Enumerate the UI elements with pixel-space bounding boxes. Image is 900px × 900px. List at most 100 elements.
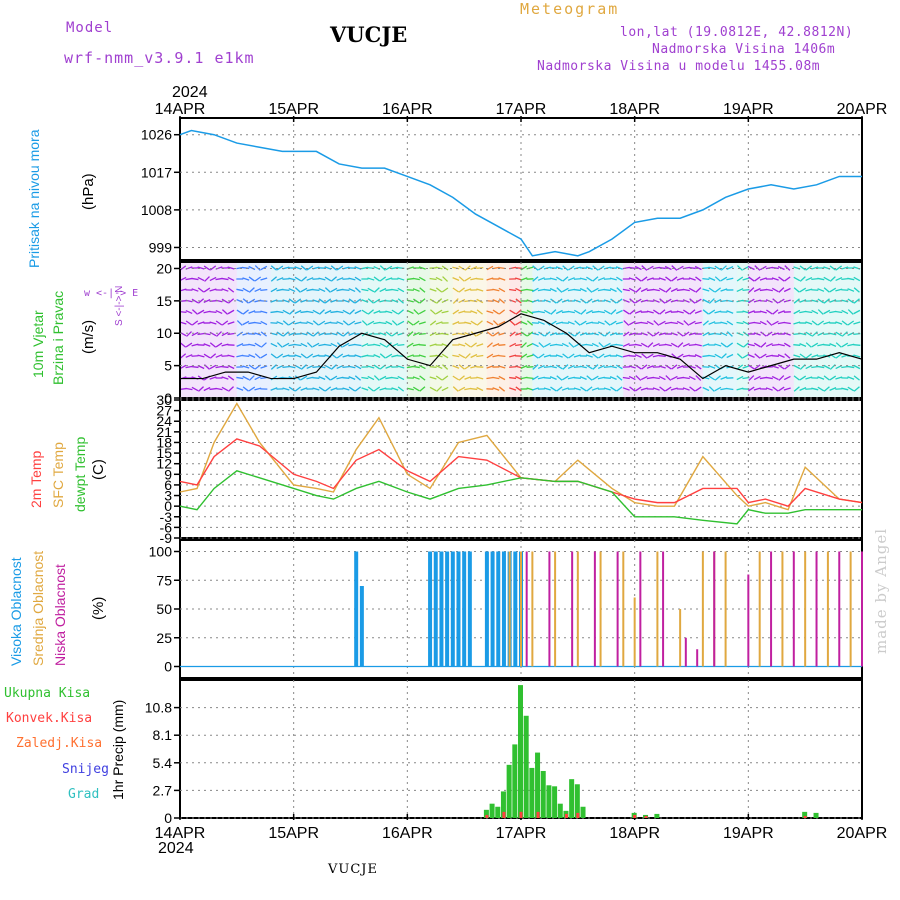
wind-arrow xyxy=(354,343,362,347)
wind-arrow xyxy=(799,332,807,336)
wind-arrow xyxy=(260,365,268,369)
wind-arrow xyxy=(227,386,235,392)
wind-arrow xyxy=(653,309,660,315)
wind-arrow xyxy=(585,321,593,325)
wind-arrow xyxy=(629,298,636,304)
wind-arrow xyxy=(783,321,791,325)
wind-arrow xyxy=(543,342,551,348)
precip-ytick-label: 0 xyxy=(164,810,172,826)
wind-arrow xyxy=(515,320,522,326)
wind-arrow xyxy=(555,354,563,358)
wind-arrow xyxy=(470,342,477,348)
wind-arrow xyxy=(664,298,672,304)
wind-arrow xyxy=(562,375,569,381)
precip-bar xyxy=(576,812,580,818)
wind-arrow xyxy=(336,353,344,359)
wind-arrow xyxy=(555,343,563,347)
wind-arrow xyxy=(702,309,710,315)
wind-arrow xyxy=(221,277,229,281)
wind-arrow xyxy=(615,321,623,325)
wind-arrow xyxy=(708,287,716,293)
wind-arrow xyxy=(492,299,500,303)
wind-arrow xyxy=(817,376,825,380)
wind-arrow xyxy=(720,342,728,348)
wind-arrow xyxy=(486,320,494,326)
wind-arrow xyxy=(622,342,630,348)
wind-arrow xyxy=(452,365,460,369)
wind-arrow xyxy=(276,310,284,314)
cloud-bar xyxy=(662,551,665,667)
wind-arrow xyxy=(688,266,696,270)
wind-arrow xyxy=(509,366,517,368)
wind-arrow xyxy=(676,353,684,359)
wind-arrow xyxy=(720,376,728,380)
wind-arrow xyxy=(312,354,320,358)
wind-arrow xyxy=(829,265,837,271)
wind-arrow xyxy=(385,277,393,281)
time-tick-label-bottom: 19APR xyxy=(723,825,774,842)
wind-arrow xyxy=(634,321,642,325)
wind-arrow xyxy=(486,365,494,369)
wind-arrow xyxy=(726,277,734,281)
precip-bar xyxy=(546,785,552,818)
precip-bar xyxy=(523,715,529,818)
wind-arrow xyxy=(835,321,843,325)
wind-arrow xyxy=(579,287,587,293)
wind-arrow xyxy=(486,376,494,380)
wind-arrow xyxy=(209,265,217,271)
temp-ytick-label: 18 xyxy=(156,434,172,450)
wind-arrow xyxy=(829,276,836,282)
wind-arrow xyxy=(823,298,830,304)
wind-arrow xyxy=(835,310,843,314)
cloud-bar xyxy=(467,551,472,667)
precip-bar xyxy=(489,803,495,818)
wind-arrow xyxy=(458,375,465,381)
wind-arrow xyxy=(562,364,569,370)
dewpoint-line xyxy=(179,469,862,525)
wind-arrow xyxy=(777,310,785,314)
wind-arrow xyxy=(823,333,831,335)
wind-arrow xyxy=(543,309,551,315)
wind-arrow xyxy=(658,355,666,357)
wind-arrow xyxy=(622,288,630,292)
wind-arrow xyxy=(532,364,539,370)
wind-arrow xyxy=(652,342,660,348)
wind-arrow xyxy=(260,277,268,281)
precip-bar xyxy=(535,752,541,818)
cloud-bar xyxy=(439,551,444,667)
wind-arrow xyxy=(260,342,267,348)
wind-arrow xyxy=(464,288,472,292)
wind-arrow xyxy=(270,353,278,359)
wind-arrow xyxy=(361,387,369,391)
wind-arrow xyxy=(811,299,819,303)
cloud-bar xyxy=(781,551,784,667)
wind-arrow xyxy=(419,386,426,392)
footer-station: VUCJE xyxy=(328,862,378,877)
wind-arrow xyxy=(799,343,807,347)
precip-bar xyxy=(654,813,660,818)
wind-arrow xyxy=(336,321,344,325)
wind-arrow xyxy=(385,265,393,271)
wind-arrow xyxy=(288,277,296,281)
wind-arrow xyxy=(300,287,308,293)
precip-bar xyxy=(485,814,489,818)
wind-arrow xyxy=(300,342,308,348)
wind-arrow xyxy=(629,309,636,315)
wind-arrow xyxy=(847,309,854,315)
precip-ytick-label: 8.1 xyxy=(153,727,173,743)
wind-arrow xyxy=(759,353,767,359)
wind-arrow xyxy=(179,265,187,271)
cloud-bar xyxy=(354,551,359,667)
wind-arrow xyxy=(221,386,229,392)
wind-arrow xyxy=(652,288,660,292)
wind-arrow xyxy=(805,288,813,292)
wind-arrow xyxy=(215,309,223,315)
wind-arrow xyxy=(441,353,449,359)
wind-arrow xyxy=(759,277,767,281)
wind-arrow xyxy=(736,321,744,325)
wind-arrow xyxy=(306,376,314,380)
wind-arrow xyxy=(379,387,387,391)
wind-arrow xyxy=(361,288,369,292)
wind-arrow xyxy=(753,387,761,391)
wind-arrow xyxy=(521,342,527,348)
